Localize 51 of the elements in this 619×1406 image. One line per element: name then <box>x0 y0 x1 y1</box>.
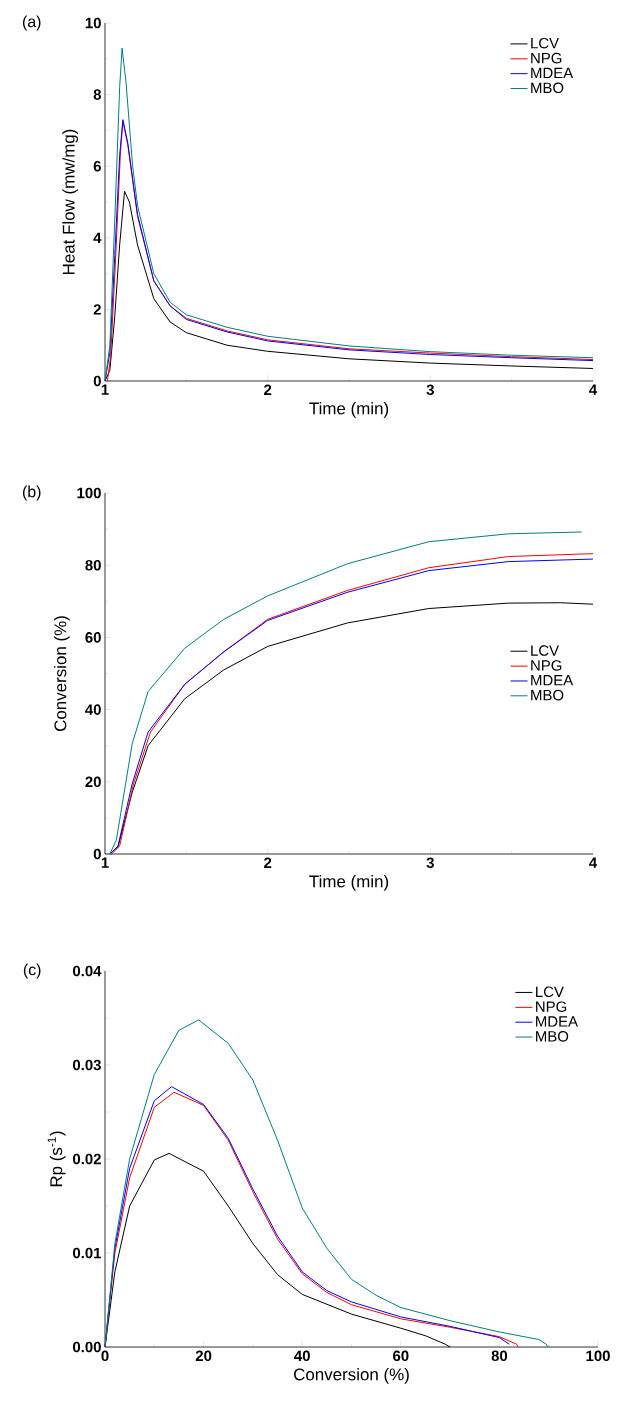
x-tick-label: 3 <box>426 384 434 396</box>
x-axis-title: Time (min) <box>309 874 389 891</box>
x-tick-label: 40 <box>294 1350 310 1362</box>
y-tick-label: 0 <box>93 848 101 860</box>
y-tick-label: 40 <box>85 704 101 715</box>
legend-label: MDEA <box>531 67 574 79</box>
y-tick-label: 4 <box>93 232 102 243</box>
x-tick-label: 1 <box>101 857 109 868</box>
y-tick-label: 0.00 <box>72 1341 101 1353</box>
y-tick-label: 0.04 <box>72 965 102 977</box>
x-tick-label: 100 <box>586 1350 610 1362</box>
y-tick-label: 8 <box>93 89 102 100</box>
x-tick-label: 60 <box>393 1350 409 1362</box>
x-tick-label: 80 <box>491 1350 508 1362</box>
y-axis-title: Conversion (%) <box>53 616 70 732</box>
legend-label: LCV <box>531 645 559 656</box>
legend-label: NPG <box>531 52 562 64</box>
y-tick-label: 2 <box>93 304 101 315</box>
text: (a) <box>22 15 41 31</box>
legend-label: LCV <box>531 37 559 49</box>
y-tick-label: 20 <box>85 776 101 788</box>
y-axis-title: Rp (s$^{-1}$) <box>47 1131 66 1187</box>
text: (c) <box>23 963 41 979</box>
x-tick-label: 2 <box>264 384 272 395</box>
legend-label: LCV <box>536 986 564 998</box>
y-tick-label: 6 <box>93 160 101 172</box>
x-tick-label: 20 <box>195 1350 212 1362</box>
y-tick-label: 80 <box>85 559 101 571</box>
y-tick-label: 0 <box>93 375 101 387</box>
x-tick-label: 4 <box>589 384 598 395</box>
legend-label: NPG <box>531 660 562 671</box>
y-tick-label: 60 <box>85 632 101 643</box>
y-tick-label: 0.01 <box>72 1247 102 1259</box>
x-tick-label: 4 <box>589 857 598 868</box>
y-axis-title: Heat Flow (mw/mg) <box>62 129 79 275</box>
text: (b) <box>22 485 41 501</box>
x-tick-label: 1 <box>101 384 109 395</box>
legend-label: MBO <box>536 1031 569 1042</box>
legend-label: MDEA <box>536 1016 578 1027</box>
y-tick-label: 0.02 <box>72 1153 101 1165</box>
x-tick-label: 2 <box>264 857 272 868</box>
x-axis-title: Conversion (%) <box>294 1367 409 1384</box>
y-tick-label: 100 <box>77 487 101 499</box>
y-tick-label: 10 <box>85 17 101 29</box>
legend-label: NPG <box>536 1001 567 1012</box>
x-axis-title: Time (min) <box>309 401 389 418</box>
legend-label: MDEA <box>531 675 574 686</box>
legend-label: MBO <box>531 689 564 701</box>
legend-label: MBO <box>531 82 564 94</box>
y-tick-label: 0.03 <box>72 1059 101 1071</box>
x-tick-label: 3 <box>426 857 434 869</box>
